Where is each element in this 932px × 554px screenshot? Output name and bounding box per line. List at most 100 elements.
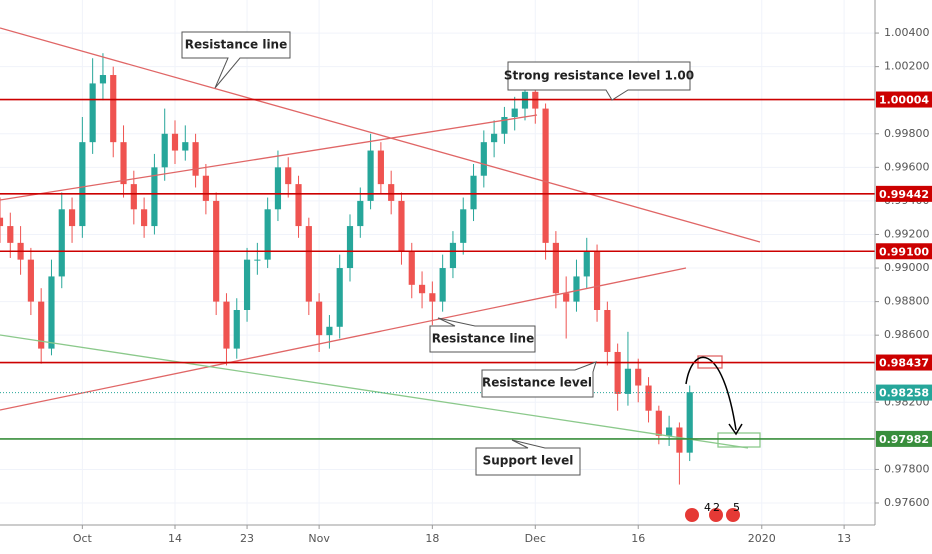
candle-body — [48, 276, 55, 349]
trend-line — [0, 334, 749, 449]
candle-body — [295, 184, 302, 227]
price-label: 0.98258 — [879, 387, 929, 400]
candle-body — [326, 326, 333, 336]
candle-body — [285, 167, 292, 185]
candle-body — [223, 301, 230, 349]
callout: Resistance level — [481, 361, 597, 398]
callout: Support level — [475, 439, 581, 476]
event-flag — [709, 508, 723, 522]
callout: Resistance line — [429, 317, 536, 353]
event-count: 4 — [704, 501, 711, 514]
price-label-box — [876, 91, 932, 108]
forecast-arrow — [728, 423, 743, 436]
candle-body — [418, 284, 426, 294]
y-tick-label: 1.00200 — [884, 60, 930, 73]
x-tick-label: Nov — [308, 532, 330, 545]
candle-body — [120, 142, 127, 185]
candle-body — [470, 175, 477, 210]
price-label: 0.99442 — [879, 188, 929, 201]
candle-body — [7, 226, 14, 243]
candle-body — [0, 217, 4, 227]
candle-body — [449, 242, 457, 269]
axis: 0.976000.978000.982000.986000.988000.990… — [73, 26, 932, 545]
candle-body — [666, 427, 673, 436]
callout-text: Strong resistance level 1.00 — [504, 69, 694, 83]
x-tick-label: Oct — [73, 532, 93, 545]
candle-body — [655, 410, 662, 436]
candle-body — [460, 209, 467, 243]
x-tick-label: 14 — [168, 532, 182, 545]
candle-body — [511, 108, 518, 117]
grid — [0, 0, 875, 525]
candle-body — [480, 142, 487, 176]
x-tick-label: 16 — [631, 532, 645, 545]
event-count: 5 — [733, 501, 740, 514]
candle-body — [604, 309, 611, 352]
y-tick-label: 1.00400 — [884, 26, 930, 39]
price-label: 0.98437 — [879, 357, 929, 370]
trend-line — [0, 114, 538, 201]
callout-box — [481, 361, 597, 398]
callout-text: Resistance line — [185, 38, 288, 52]
callout: Resistance line — [181, 31, 291, 89]
candles — [0, 53, 693, 485]
event-count: 2 — [713, 501, 720, 514]
candle-body — [501, 116, 508, 134]
drawings — [0, 27, 761, 449]
candle-body — [202, 175, 209, 201]
x-tick-label: 2020 — [748, 532, 776, 545]
candle-body — [563, 293, 570, 302]
candle-body — [645, 385, 652, 411]
x-tick-label: 23 — [240, 532, 254, 545]
candle-body — [141, 209, 148, 227]
callout-text: Support level — [483, 454, 574, 468]
x-tick-label: Dec — [525, 532, 546, 545]
price-label: 0.99100 — [879, 245, 929, 258]
forecast-path — [685, 356, 737, 431]
trend-line — [0, 27, 761, 243]
candle-body — [429, 293, 436, 302]
price-label-box — [876, 185, 932, 202]
callout-box — [429, 317, 536, 353]
y-tick-label: 0.98800 — [884, 295, 930, 308]
price-label: 0.97982 — [879, 433, 929, 446]
candle-body — [593, 251, 601, 310]
candle-body — [79, 142, 86, 227]
candle-body — [439, 268, 446, 302]
candle-body — [151, 167, 158, 227]
candle-body — [99, 75, 107, 84]
candle-body — [305, 226, 312, 302]
candle-body — [491, 133, 498, 143]
candle-body — [58, 209, 65, 277]
y-tick-label: 0.97800 — [884, 462, 930, 475]
y-tick-label: 0.99600 — [884, 160, 930, 173]
candle-body — [192, 142, 199, 176]
callout-box — [475, 439, 581, 476]
price-label-box — [876, 354, 932, 371]
x-tick-label: 18 — [425, 532, 439, 545]
candle-body — [233, 309, 240, 349]
candle-body — [161, 133, 168, 168]
candle-body — [68, 209, 76, 227]
candle-body — [377, 150, 384, 185]
trend-line — [0, 267, 687, 411]
candle-body — [110, 75, 117, 143]
candle-body — [316, 301, 323, 336]
candle-body — [542, 108, 549, 243]
price-label-box — [876, 243, 932, 260]
y-tick-label: 0.98600 — [884, 328, 930, 341]
candle-body — [676, 427, 683, 453]
callout-text: Resistance level — [482, 376, 592, 390]
target-box — [717, 432, 761, 448]
candle-body — [635, 368, 642, 386]
candle-body — [38, 301, 45, 349]
candle-body — [171, 133, 179, 151]
price-label-box — [876, 430, 932, 447]
event-flags: 4 2 5 — [685, 501, 740, 522]
levels — [0, 98, 875, 440]
candle-body — [398, 200, 405, 252]
event-flag — [726, 508, 740, 522]
y-tick-label: 0.97600 — [884, 496, 930, 509]
